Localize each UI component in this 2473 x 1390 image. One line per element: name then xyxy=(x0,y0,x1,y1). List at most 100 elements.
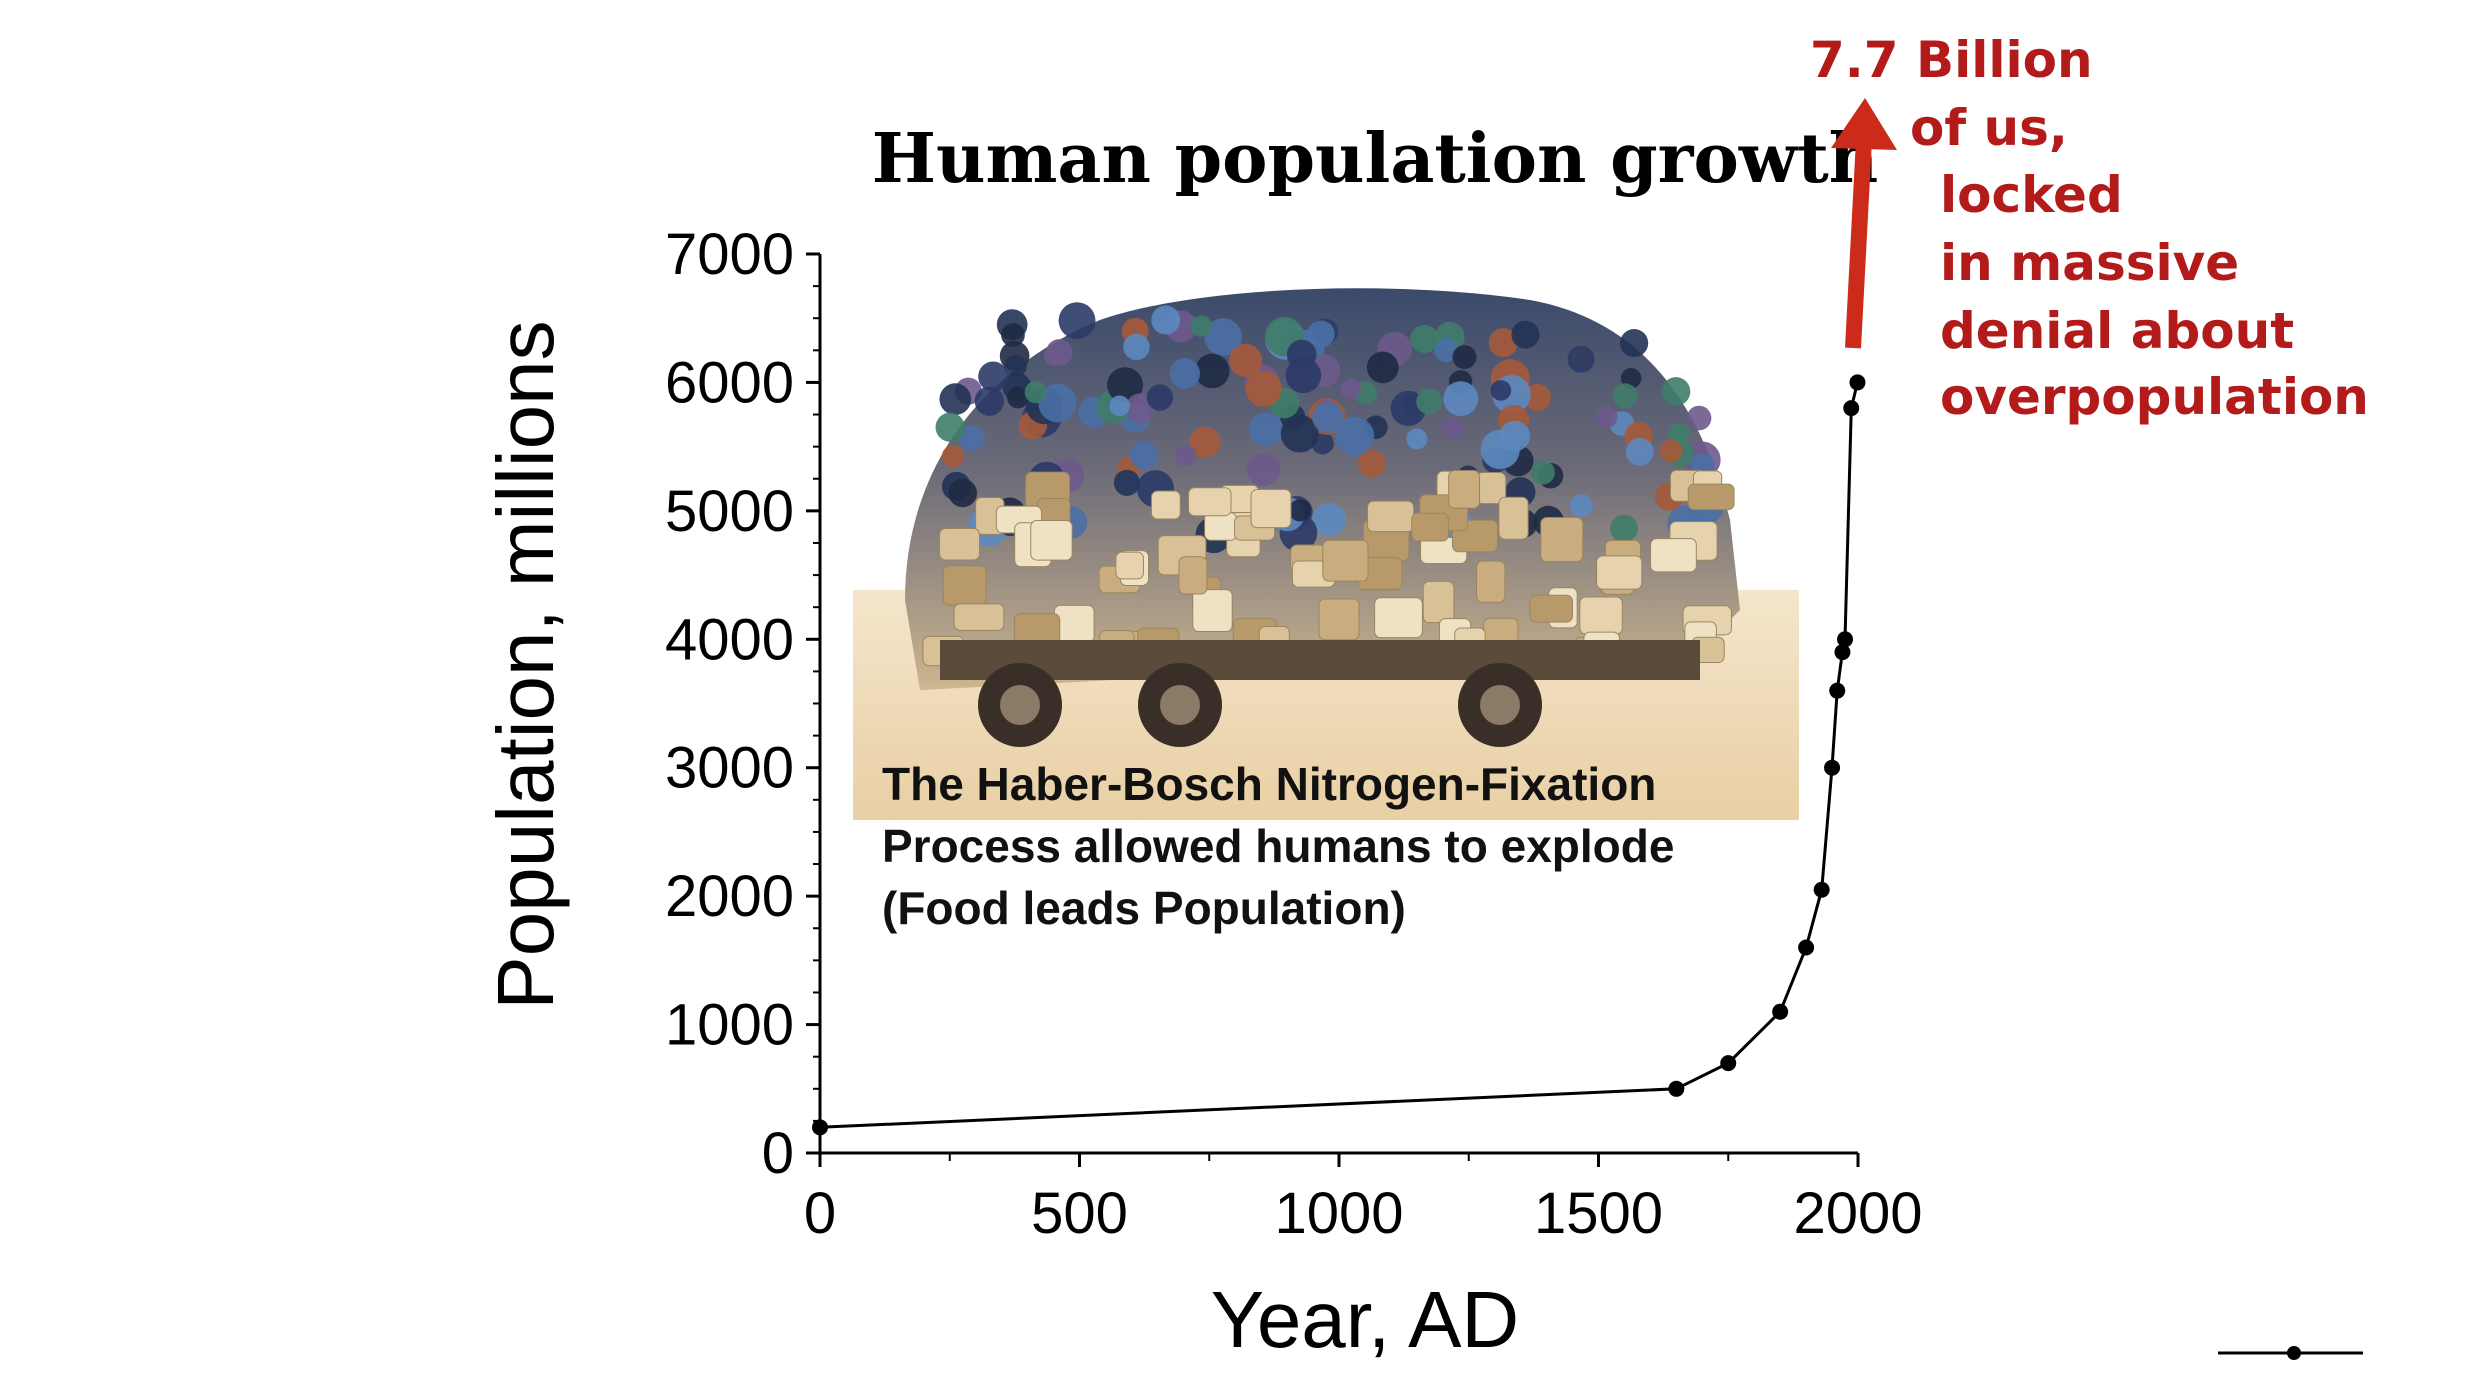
x-tick-label: 0 xyxy=(804,1181,836,1246)
passenger-shape xyxy=(1007,386,1029,409)
data-point xyxy=(1720,1055,1737,1072)
passenger-shape xyxy=(1452,345,1477,370)
y-tick-label: 7000 xyxy=(665,222,794,287)
passenger-shape xyxy=(1248,412,1283,447)
passenger-shape xyxy=(1194,353,1230,389)
passenger-shape xyxy=(1569,494,1593,517)
data-point xyxy=(1772,1003,1789,1020)
cargo-bag xyxy=(953,603,1005,631)
passenger-shape xyxy=(1129,441,1159,470)
haber-bosch-caption: The Haber-Bosch Nitrogen-Fixation Proces… xyxy=(882,758,1674,934)
passenger-shape xyxy=(1004,354,1027,378)
passenger-shape xyxy=(1123,333,1150,361)
annotation-line-1: 7.7 Billion xyxy=(1810,31,2093,89)
x-tick-label: 500 xyxy=(1031,1181,1128,1246)
passenger-shape xyxy=(1620,367,1642,389)
cargo-bag xyxy=(1204,512,1237,541)
passenger-shape xyxy=(1151,305,1181,335)
data-point xyxy=(1834,644,1851,661)
passenger-shape xyxy=(1366,351,1399,384)
x-tick-label: 1000 xyxy=(1274,1181,1403,1246)
cargo-bag xyxy=(1030,519,1073,561)
caption-line-3: (Food leads Population) xyxy=(882,882,1406,934)
passenger-shape xyxy=(959,425,985,451)
caption-line-2: Process allowed humans to explode xyxy=(882,820,1674,872)
cargo-bag xyxy=(1115,551,1144,580)
passenger-shape xyxy=(1567,345,1595,373)
data-point xyxy=(1824,759,1841,776)
passenger-shape xyxy=(1038,383,1077,423)
annotation-line-4: in massive xyxy=(1940,234,2239,292)
passenger-shape xyxy=(1659,439,1683,463)
cargo-bag xyxy=(1367,500,1415,533)
cargo-bag xyxy=(1192,589,1233,633)
cargo-bag xyxy=(1687,483,1735,511)
passenger-shape xyxy=(1357,449,1386,478)
passenger-shape xyxy=(1612,383,1638,409)
passenger-shape xyxy=(1280,414,1319,453)
passenger-shape xyxy=(1335,416,1375,456)
passenger-shape xyxy=(935,412,965,442)
passenger-shape xyxy=(1523,383,1551,411)
passenger-shape xyxy=(978,361,1009,392)
passenger-shape xyxy=(1245,370,1282,407)
y-tick-label: 3000 xyxy=(665,736,794,801)
chart-title: Human population growth xyxy=(872,119,1878,199)
passenger-shape xyxy=(1530,460,1555,485)
growth-arrow xyxy=(1831,98,1897,349)
passenger-shape xyxy=(1001,323,1025,347)
cargo-bag xyxy=(1322,539,1369,582)
passenger-shape xyxy=(939,383,972,416)
passenger-shape xyxy=(948,478,978,508)
passenger-shape xyxy=(1246,453,1280,487)
data-point xyxy=(1798,939,1815,956)
annotation-line-6: overpopulation xyxy=(1940,368,2369,426)
passenger-shape xyxy=(1189,426,1221,459)
y-tick-label: 0 xyxy=(762,1121,794,1186)
cargo-bag xyxy=(1540,516,1584,563)
passenger-shape xyxy=(941,445,964,468)
passenger-shape xyxy=(1307,320,1335,348)
passenger-shape xyxy=(1229,343,1263,378)
passenger-shape xyxy=(1443,381,1479,417)
data-point xyxy=(1837,631,1854,648)
cargo-bag xyxy=(1498,496,1529,540)
series-line xyxy=(819,382,1859,1129)
passenger-shape xyxy=(1024,381,1047,404)
data-point xyxy=(1829,682,1846,699)
passenger-shape xyxy=(1686,405,1712,431)
passenger-shape xyxy=(1285,357,1322,394)
passenger-shape xyxy=(1169,358,1200,389)
x-tick-label: 2000 xyxy=(1793,1181,1922,1246)
annotation-line-2: of us, xyxy=(1910,99,2068,157)
passenger-shape xyxy=(1046,339,1073,366)
x-axis-ticks: 0 500 1000 1500 2000 xyxy=(804,1153,1923,1246)
truck-chassis xyxy=(940,640,1700,680)
population-annotation: 7.7 Billion of us, locked in massive den… xyxy=(1810,31,2369,426)
passenger-shape xyxy=(1488,328,1518,358)
cargo-bag xyxy=(1188,487,1232,517)
truck-wheel xyxy=(1480,685,1520,725)
passenger-shape xyxy=(1107,367,1143,404)
cargo-bag xyxy=(1318,598,1360,641)
y-tick-label: 6000 xyxy=(665,350,794,415)
caption-line-1: The Haber-Bosch Nitrogen-Fixation xyxy=(882,758,1656,810)
passengers-cluster xyxy=(935,302,1724,554)
y-axis-ticks: 0 1000 2000 3000 4000 5000 6000 7000 xyxy=(665,222,820,1186)
passenger-shape xyxy=(1433,337,1459,363)
passenger-shape xyxy=(1620,329,1649,358)
data-point xyxy=(812,1119,828,1136)
x-tick-label: 1500 xyxy=(1534,1181,1663,1246)
passenger-shape xyxy=(1174,444,1197,467)
cargo-bag xyxy=(1529,594,1573,623)
passenger-shape xyxy=(1406,428,1428,450)
passenger-shape xyxy=(1146,384,1174,411)
passenger-shape xyxy=(1204,318,1242,356)
truck-wheel xyxy=(1160,685,1200,725)
passenger-shape xyxy=(1668,422,1690,444)
cargo-bag xyxy=(942,565,987,606)
passenger-shape xyxy=(1058,302,1096,340)
passenger-shape xyxy=(1109,395,1130,417)
annotation-line-5: denial about xyxy=(1940,302,2294,360)
